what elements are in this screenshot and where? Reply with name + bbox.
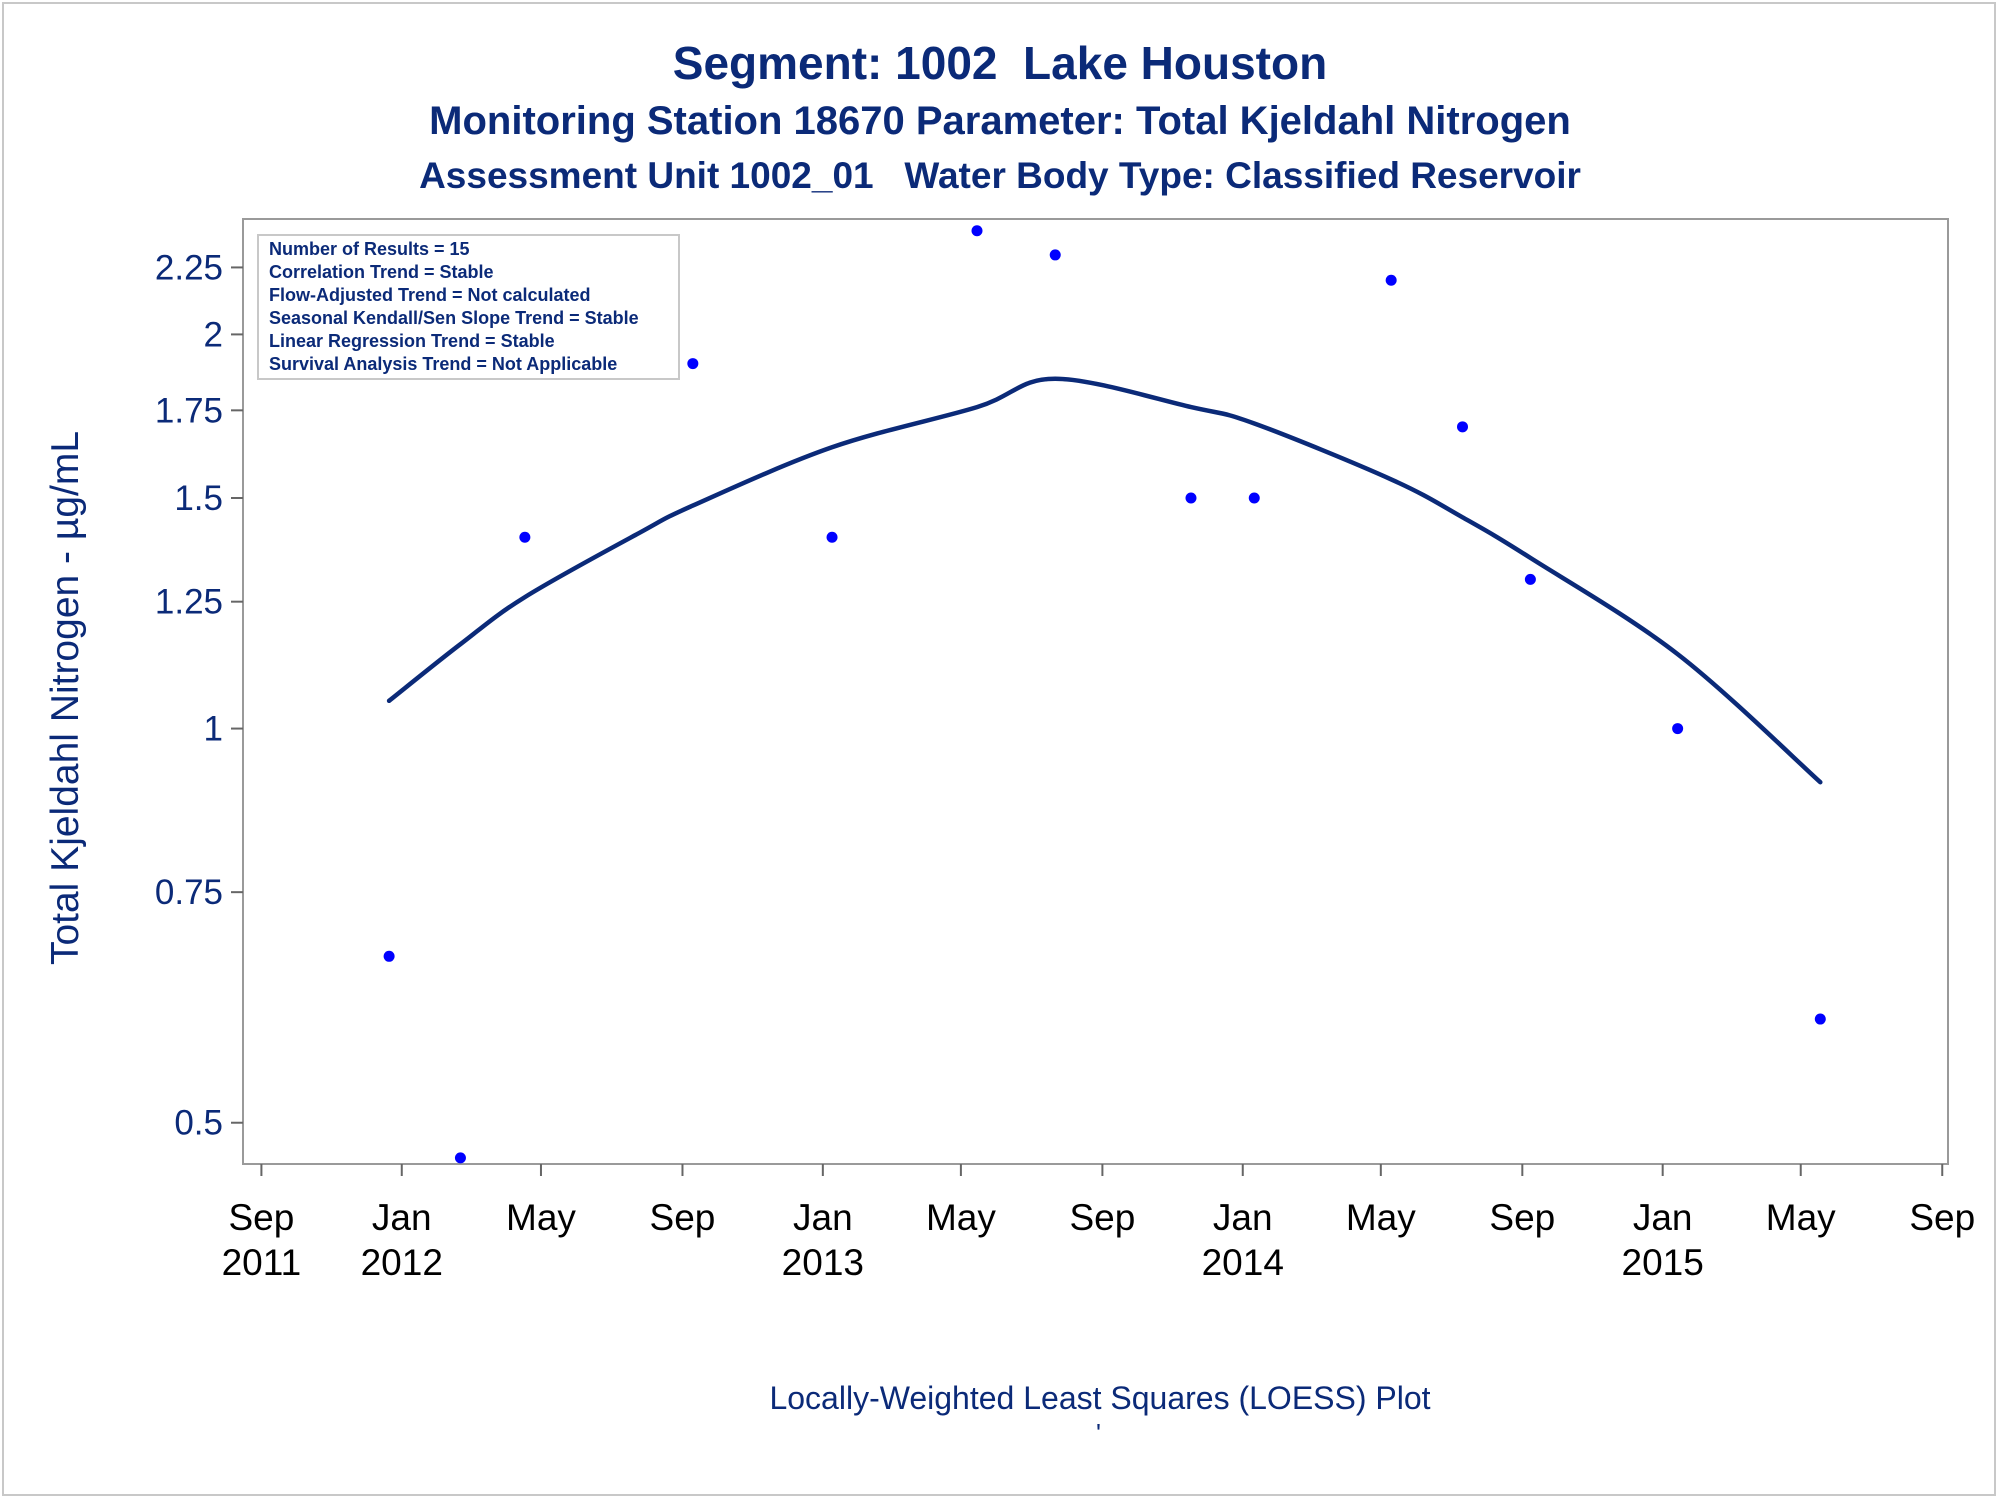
x-tick-year-label: 2012 bbox=[361, 1242, 443, 1283]
data-point bbox=[1524, 573, 1536, 585]
chart-subtitle: Monitoring Station 18670 Parameter: Tota… bbox=[429, 99, 1571, 143]
x-tick-label: May bbox=[1766, 1197, 1836, 1238]
stats-inset-line: Correlation Trend = Stable bbox=[269, 262, 494, 282]
stats-inset-line: Linear Regression Trend = Stable bbox=[269, 331, 555, 351]
data-point bbox=[687, 358, 699, 370]
x-tick-label: May bbox=[506, 1197, 576, 1238]
x-tick-label: Sep bbox=[1489, 1197, 1555, 1238]
x-tick-year-label: 2015 bbox=[1622, 1242, 1704, 1283]
y-tick-label: 0.75 bbox=[155, 873, 223, 912]
x-tick-year-label: 2011 bbox=[222, 1242, 302, 1283]
stats-inset-box bbox=[257, 234, 680, 380]
loess-curve bbox=[386, 376, 1823, 785]
stats-inset-line: Flow-Adjusted Trend = Not calculated bbox=[269, 285, 591, 305]
x-tick-label: May bbox=[1346, 1197, 1416, 1238]
y-tick-label: 0.5 bbox=[174, 1104, 223, 1143]
y-tick-label: 1.75 bbox=[155, 391, 223, 430]
data-point bbox=[971, 225, 983, 237]
y-tick-label: 1.5 bbox=[174, 479, 223, 518]
plot-border bbox=[242, 218, 1949, 1165]
chart-title: Segment: 1002 Lake Houston bbox=[672, 37, 1328, 89]
x-tick-label: Jan bbox=[372, 1197, 432, 1238]
footnote: Locally-Weighted Least Squares (LOESS) P… bbox=[769, 1380, 1431, 1416]
y-tick-label: 2.25 bbox=[155, 248, 223, 287]
stats-inset-line: Seasonal Kendall/Sen Slope Trend = Stabl… bbox=[269, 308, 639, 328]
chart-subtitle-2: Assessment Unit 1002_01 Water Body Type:… bbox=[419, 155, 1581, 196]
x-tick-year-label: 2014 bbox=[1202, 1242, 1284, 1283]
stats-inset-line: Survival Analysis Trend = Not Applicable bbox=[269, 354, 617, 374]
data-point bbox=[519, 531, 531, 543]
x-tick-year-label: 2013 bbox=[782, 1242, 864, 1283]
x-tick-label: Jan bbox=[1633, 1197, 1693, 1238]
x-tick-label: Sep bbox=[1909, 1197, 1975, 1238]
data-point bbox=[826, 531, 838, 543]
data-point bbox=[1457, 421, 1469, 433]
data-point bbox=[1814, 1013, 1826, 1025]
footnote-mark: ' bbox=[1096, 1418, 1101, 1448]
data-point bbox=[454, 1152, 466, 1164]
x-tick-label: Sep bbox=[228, 1197, 294, 1238]
data-point bbox=[1049, 249, 1061, 261]
data-point bbox=[1385, 274, 1397, 286]
y-tick-label: 1 bbox=[204, 710, 223, 749]
x-tick-label: May bbox=[926, 1197, 996, 1238]
y-axis-label: Total Kjeldahl Nitrogen - µg/mL bbox=[44, 431, 87, 965]
plot-area: 0.50.7511.251.51.7522.25Sep2011Jan2012Ma… bbox=[155, 218, 1975, 1283]
y-tick-label: 2 bbox=[204, 315, 223, 354]
data-point bbox=[1185, 492, 1197, 504]
data-point bbox=[1672, 723, 1684, 735]
data-point bbox=[383, 950, 395, 962]
x-tick-label: Sep bbox=[650, 1197, 716, 1238]
stats-inset-line: Number of Results = 15 bbox=[269, 239, 470, 259]
data-point bbox=[1248, 492, 1260, 504]
x-tick-label: Jan bbox=[793, 1197, 853, 1238]
x-tick-label: Jan bbox=[1213, 1197, 1273, 1238]
y-tick-label: 1.25 bbox=[155, 583, 223, 622]
x-tick-label: Sep bbox=[1069, 1197, 1135, 1238]
